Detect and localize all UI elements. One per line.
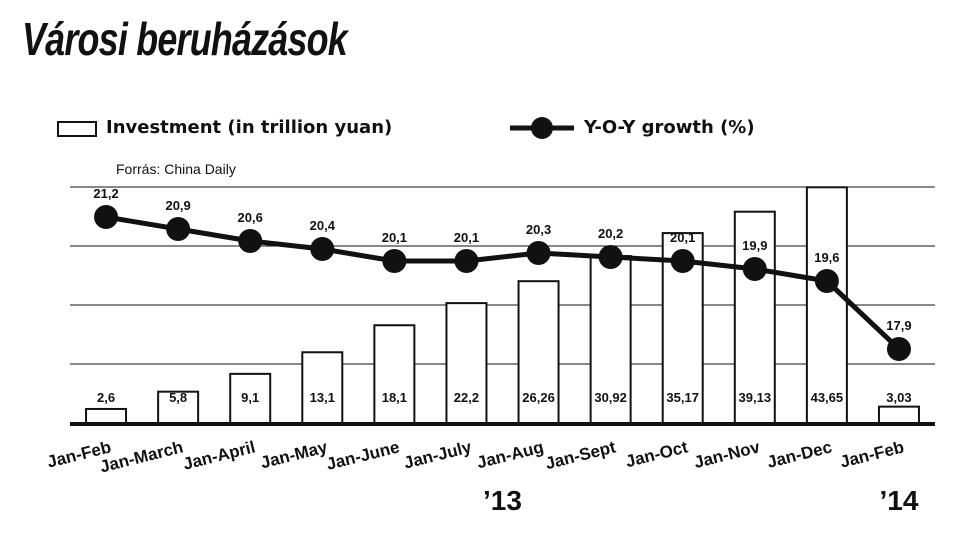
year-label: ’13 bbox=[483, 485, 522, 516]
x-tick-label: Jan-May bbox=[259, 437, 330, 472]
x-tick-label: Jan-March bbox=[98, 437, 185, 476]
x-tick-label: Jan-Sept bbox=[543, 437, 618, 473]
growth-value-label: 20,9 bbox=[165, 198, 190, 213]
growth-point bbox=[454, 249, 479, 273]
x-tick-label: Jan-June bbox=[324, 437, 401, 473]
growth-point bbox=[166, 217, 191, 241]
growth-point bbox=[814, 269, 839, 293]
bar-value-label: 13,1 bbox=[310, 390, 335, 405]
growth-point bbox=[598, 245, 623, 269]
year-label: ’14 bbox=[879, 485, 918, 516]
growth-value-label: 20,1 bbox=[670, 230, 695, 245]
growth-point bbox=[886, 337, 911, 361]
growth-value-label: 19,9 bbox=[742, 238, 767, 253]
growth-value-label: 20,4 bbox=[310, 218, 336, 233]
growth-value-label: 19,6 bbox=[814, 250, 839, 265]
growth-point bbox=[670, 249, 695, 273]
growth-value-label: 20,2 bbox=[598, 226, 623, 241]
x-tick-label: Jan-Nov bbox=[692, 437, 762, 472]
bar-value-label: 26,26 bbox=[522, 390, 555, 405]
bar-investment bbox=[445, 302, 488, 424]
bar-investment bbox=[877, 405, 920, 424]
x-tick-label: Jan-Aug bbox=[475, 437, 546, 472]
bar-value-label: 30,92 bbox=[594, 390, 627, 405]
bar-investment bbox=[805, 186, 848, 424]
bar-value-label: 22,2 bbox=[454, 390, 479, 405]
growth-value-label: 21,2 bbox=[93, 186, 118, 201]
growth-point bbox=[238, 229, 263, 253]
legend-growth-label: Y-O-Y growth (%) bbox=[584, 117, 755, 138]
growth-point bbox=[310, 237, 335, 261]
growth-point bbox=[94, 205, 119, 229]
growth-line bbox=[105, 214, 901, 351]
legend-investment-label: Investment (in trillion yuan) bbox=[106, 117, 393, 138]
bar-value-label: 35,17 bbox=[666, 390, 699, 405]
bar-investment bbox=[301, 351, 344, 425]
growth-value-label: 20,6 bbox=[238, 210, 263, 225]
bar-value-label: 43,65 bbox=[811, 390, 844, 405]
bar-investment bbox=[373, 324, 416, 425]
growth-value-label: 20,1 bbox=[454, 230, 479, 245]
growth-value-label: 20,1 bbox=[382, 230, 407, 245]
bar-value-label: 9,1 bbox=[241, 390, 259, 405]
growth-value-label: 17,9 bbox=[886, 318, 911, 333]
bar-investment bbox=[85, 407, 128, 424]
x-tick-label: Jan-Oct bbox=[624, 437, 690, 471]
x-tick-label: Jan-April bbox=[181, 437, 257, 473]
bar-value-label: 5,8 bbox=[169, 390, 187, 405]
growth-point bbox=[526, 241, 551, 265]
chart-title: Városi beruházások bbox=[22, 13, 348, 65]
x-tick-label: Jan-July bbox=[402, 437, 474, 472]
growth-point bbox=[742, 257, 767, 281]
bar-value-label: 39,13 bbox=[739, 390, 772, 405]
bar-value-label: 2,6 bbox=[97, 390, 115, 405]
source-note: Forrás: China Daily bbox=[116, 161, 236, 177]
growth-point bbox=[382, 249, 407, 273]
bar-investment bbox=[733, 210, 776, 424]
bar-value-label: 3,03 bbox=[886, 390, 911, 405]
x-tick-label: Jan-Feb bbox=[838, 437, 906, 471]
legend-investment-swatch bbox=[57, 121, 97, 137]
bar-value-label: 18,1 bbox=[382, 390, 407, 405]
x-tick-label: Jan-Dec bbox=[765, 437, 834, 471]
growth-value-label: 20,3 bbox=[526, 222, 551, 237]
